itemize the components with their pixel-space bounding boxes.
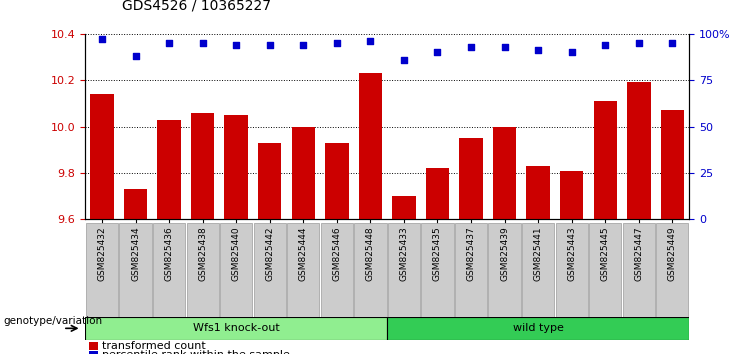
- Point: [130, 53, 142, 59]
- Point: [196, 40, 208, 46]
- Bar: [187, 223, 219, 324]
- Bar: [85, 317, 387, 340]
- Text: GSM825448: GSM825448: [366, 226, 375, 281]
- Bar: [556, 223, 588, 324]
- Text: GSM825437: GSM825437: [467, 226, 476, 281]
- Text: GDS4526 / 10365227: GDS4526 / 10365227: [122, 0, 271, 12]
- Bar: [560, 171, 583, 219]
- Bar: [288, 223, 319, 324]
- Bar: [253, 223, 286, 324]
- Text: GSM825434: GSM825434: [131, 226, 140, 281]
- Bar: [153, 223, 185, 324]
- Text: GSM825443: GSM825443: [567, 226, 576, 281]
- Point: [331, 40, 343, 46]
- Text: GSM825432: GSM825432: [98, 226, 107, 281]
- Text: Wfs1 knock-out: Wfs1 knock-out: [193, 323, 279, 333]
- Bar: [493, 127, 516, 219]
- Point: [465, 44, 477, 50]
- Bar: [258, 143, 282, 219]
- Bar: [359, 73, 382, 219]
- Bar: [291, 127, 315, 219]
- Bar: [191, 113, 214, 219]
- Point: [297, 42, 309, 47]
- Bar: [526, 166, 550, 219]
- Text: GSM825444: GSM825444: [299, 226, 308, 281]
- Bar: [459, 138, 483, 219]
- Bar: [522, 223, 554, 324]
- Text: transformed count: transformed count: [102, 341, 205, 351]
- Point: [666, 40, 678, 46]
- Point: [230, 42, 242, 47]
- Bar: [589, 223, 622, 324]
- Text: GSM825433: GSM825433: [399, 226, 408, 281]
- Text: GSM825442: GSM825442: [265, 226, 274, 281]
- Text: GSM825449: GSM825449: [668, 226, 677, 281]
- Bar: [392, 196, 416, 219]
- Point: [499, 44, 511, 50]
- Point: [532, 47, 544, 53]
- Bar: [354, 223, 387, 324]
- Text: percentile rank within the sample: percentile rank within the sample: [102, 350, 290, 354]
- Text: GSM825435: GSM825435: [433, 226, 442, 281]
- Text: wild type: wild type: [513, 323, 564, 333]
- Bar: [157, 120, 181, 219]
- Text: GSM825446: GSM825446: [333, 226, 342, 281]
- Bar: [426, 169, 449, 219]
- Point: [365, 38, 376, 44]
- Point: [566, 49, 578, 55]
- Bar: [86, 223, 118, 324]
- Text: GSM825441: GSM825441: [534, 226, 542, 281]
- Point: [431, 49, 443, 55]
- Bar: [124, 189, 147, 219]
- Point: [96, 36, 108, 42]
- Bar: [622, 223, 655, 324]
- Text: genotype/variation: genotype/variation: [4, 316, 103, 326]
- Point: [264, 42, 276, 47]
- Text: GSM825438: GSM825438: [198, 226, 207, 281]
- Point: [163, 40, 175, 46]
- Bar: [90, 94, 113, 219]
- Bar: [488, 223, 521, 324]
- Bar: [388, 223, 420, 324]
- Text: GSM825440: GSM825440: [232, 226, 241, 281]
- Text: GSM825436: GSM825436: [165, 226, 173, 281]
- Point: [398, 57, 410, 62]
- Bar: [325, 143, 348, 219]
- Text: GSM825447: GSM825447: [634, 226, 643, 281]
- Bar: [225, 115, 248, 219]
- Bar: [220, 223, 252, 324]
- Bar: [627, 82, 651, 219]
- Bar: [387, 317, 689, 340]
- Point: [599, 42, 611, 47]
- Bar: [321, 223, 353, 324]
- Bar: [657, 223, 688, 324]
- Text: GSM825439: GSM825439: [500, 226, 509, 281]
- Bar: [661, 110, 684, 219]
- Bar: [455, 223, 487, 324]
- Point: [633, 40, 645, 46]
- Text: GSM825445: GSM825445: [601, 226, 610, 281]
- Bar: [119, 223, 152, 324]
- Bar: [594, 101, 617, 219]
- Bar: [422, 223, 453, 324]
